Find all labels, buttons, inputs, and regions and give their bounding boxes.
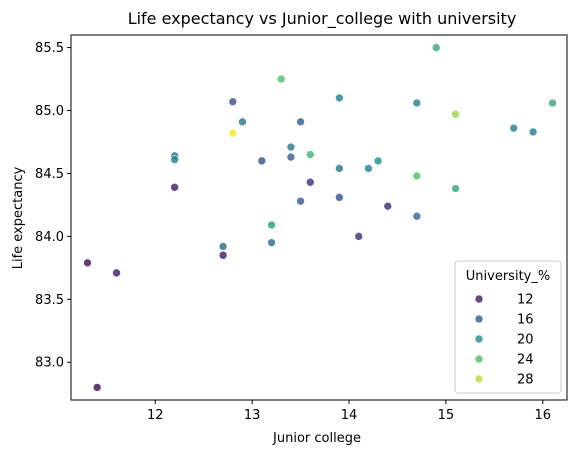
legend-entry-label: 12 — [517, 293, 534, 308]
legend-entry-label: 28 — [517, 373, 534, 388]
data-point — [373, 156, 383, 166]
legend-entry-label: 24 — [517, 353, 534, 368]
y-tick-label: 84.0 — [35, 230, 64, 245]
x-tick-label: 14 — [341, 408, 358, 423]
y-tick-label: 83.5 — [35, 293, 64, 308]
y-tick-label: 83.0 — [35, 356, 64, 371]
data-point — [170, 182, 179, 192]
data-point — [364, 164, 373, 173]
y-axis-label: Life expectancy — [11, 166, 26, 269]
data-point — [286, 152, 296, 162]
y-tick-label: 84.5 — [35, 167, 64, 182]
data-point — [335, 193, 344, 202]
data-point — [228, 97, 238, 107]
data-point — [412, 211, 422, 221]
data-point — [431, 43, 441, 52]
data-point — [286, 142, 296, 152]
data-point — [228, 128, 238, 138]
data-point — [112, 268, 121, 278]
legend-marker — [474, 374, 484, 384]
data-point — [296, 117, 305, 127]
chart-title: Life expectancy vs Junior_college with u… — [128, 9, 517, 29]
legend-marker — [474, 314, 484, 324]
plot-area — [83, 43, 557, 392]
data-point — [267, 238, 276, 247]
data-point — [267, 220, 276, 230]
data-point — [218, 242, 228, 251]
data-point — [257, 156, 267, 166]
x-tick-label: 15 — [438, 408, 455, 423]
data-point — [170, 155, 179, 164]
data-point — [528, 127, 538, 137]
data-point — [548, 98, 557, 108]
data-point — [92, 383, 102, 392]
data-point — [451, 184, 460, 193]
y-tick-label: 85.5 — [35, 41, 64, 56]
y-tick-label: 85.0 — [35, 104, 64, 119]
data-point — [335, 93, 344, 103]
data-point — [305, 150, 315, 159]
legend-marker — [474, 294, 484, 304]
data-point — [383, 201, 393, 211]
data-point — [83, 258, 92, 268]
data-point — [296, 196, 305, 206]
data-point — [412, 171, 422, 181]
data-point — [509, 123, 519, 133]
plot-frame — [70, 34, 568, 401]
legend-entry-label: 20 — [517, 333, 534, 348]
x-axis-label: Junior college — [272, 431, 361, 446]
x-tick-label: 13 — [244, 408, 261, 423]
legend-marker — [474, 334, 484, 344]
data-point — [451, 109, 460, 119]
data-point — [335, 164, 344, 173]
data-point — [305, 177, 315, 187]
legend: University_% 12 16 20 24 28 — [454, 260, 562, 394]
data-point — [412, 98, 422, 108]
legend-marker — [474, 354, 484, 364]
data-point — [354, 232, 364, 241]
legend-title: University_% — [466, 269, 550, 284]
data-point — [218, 250, 228, 260]
data-point — [238, 117, 247, 127]
x-tick-label: 16 — [535, 408, 552, 423]
x-tick-label: 12 — [147, 408, 164, 423]
data-point — [276, 74, 286, 84]
legend-entry-label: 16 — [517, 313, 534, 328]
